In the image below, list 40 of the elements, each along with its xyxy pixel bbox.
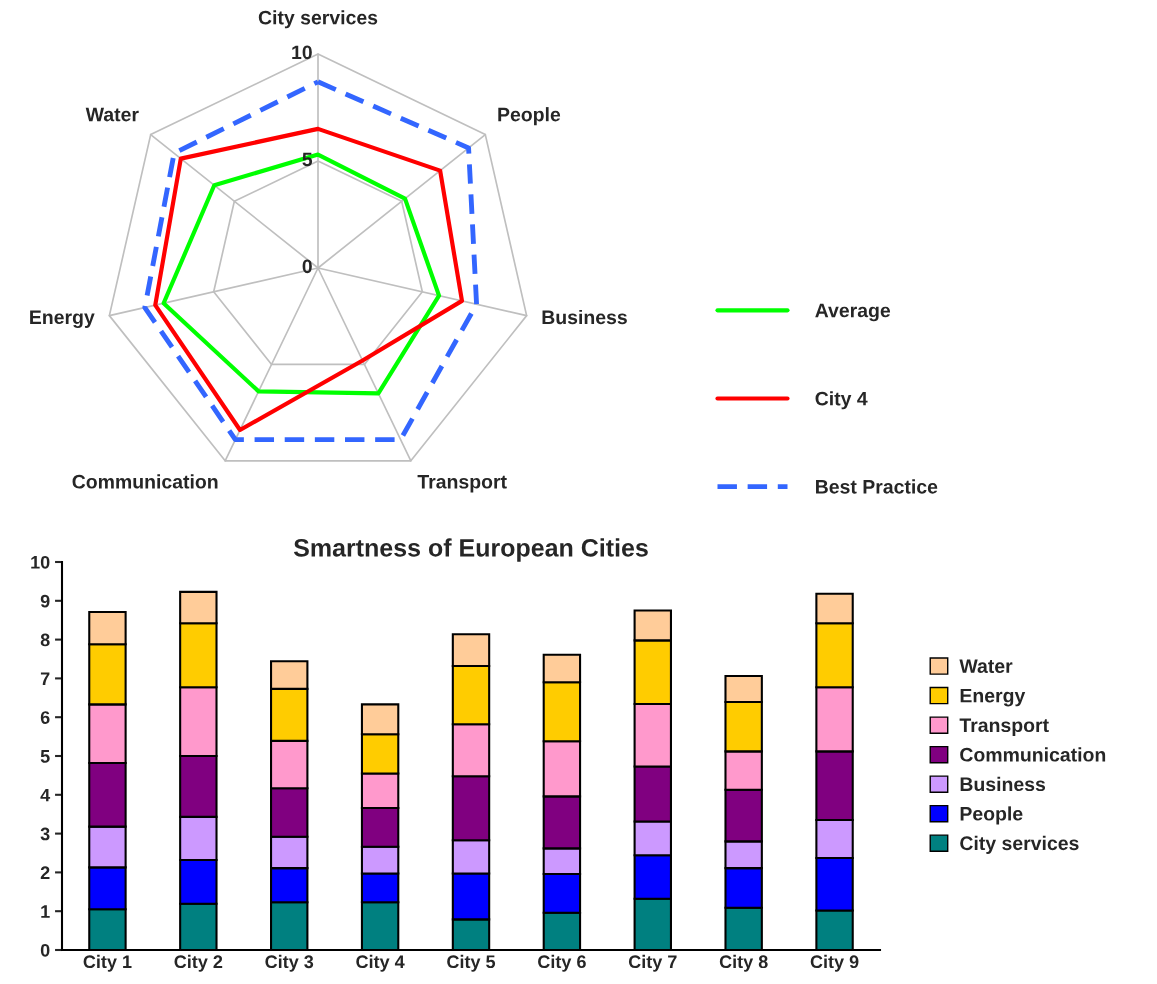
chart-title: Smartness of European Cities bbox=[293, 538, 648, 562]
legend-label: City 4 bbox=[815, 391, 868, 410]
legend-label: Energy bbox=[960, 688, 1026, 707]
y-tick-label: 8 bbox=[40, 633, 50, 647]
legend-label: Best Practice bbox=[816, 479, 938, 494]
legend-label: Communication bbox=[960, 747, 1106, 762]
y-tick-label: 5 bbox=[40, 750, 50, 763]
legend-label: City services bbox=[960, 835, 1079, 854]
x-tick-label: City 9 bbox=[810, 954, 859, 972]
x-tick-label: City 3 bbox=[265, 954, 314, 972]
legend-label: Water bbox=[959, 659, 1013, 673]
legend-label: Transport bbox=[959, 718, 1049, 736]
x-tick-label: City 7 bbox=[628, 954, 677, 972]
y-tick-label: 1 bbox=[41, 905, 50, 918]
y-tick-label: 0 bbox=[40, 943, 50, 957]
y-tick-label: 3 bbox=[40, 827, 50, 841]
spoke-label: Energy bbox=[30, 310, 95, 329]
y-tick-label: 6 bbox=[40, 711, 50, 724]
legend-label: Average bbox=[815, 303, 891, 322]
legend-label: Business bbox=[960, 776, 1046, 792]
y-tick-label: 4 bbox=[40, 788, 51, 802]
y-tick-label: 10 bbox=[31, 555, 50, 569]
x-tick-label: City 5 bbox=[447, 954, 496, 972]
x-tick-label: City 6 bbox=[538, 954, 586, 972]
legend-label: People bbox=[960, 806, 1023, 825]
x-tick-label: City 2 bbox=[174, 954, 223, 972]
y-tick-label: 9 bbox=[40, 594, 50, 608]
spoke-label: City services bbox=[258, 10, 378, 29]
y-tick-label: 7 bbox=[40, 672, 50, 685]
y-tick-label: 0 bbox=[302, 259, 312, 274]
y-tick-label: 10 bbox=[292, 45, 312, 60]
spoke-label: Business bbox=[542, 309, 627, 325]
spoke-label: Transport bbox=[417, 475, 507, 493]
x-tick-label: City 1 bbox=[83, 954, 132, 972]
spoke-label: Water bbox=[85, 107, 139, 122]
spoke-label: Communication bbox=[72, 474, 218, 489]
y-tick-label: 2 bbox=[40, 866, 50, 879]
x-tick-label: City 8 bbox=[719, 954, 768, 972]
x-tick-label: City 4 bbox=[356, 954, 405, 972]
spoke-label: People bbox=[498, 107, 561, 126]
